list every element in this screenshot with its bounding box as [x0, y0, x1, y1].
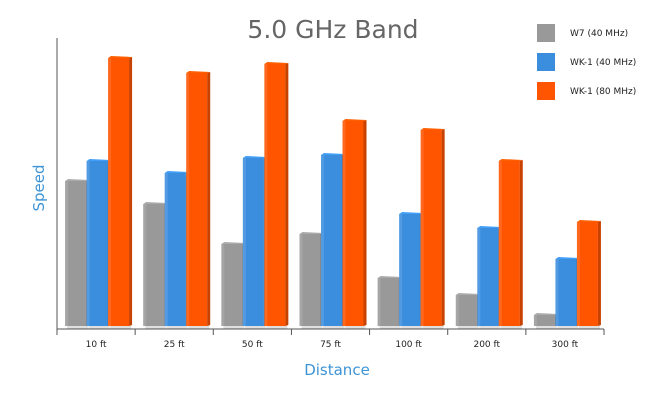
bar: [399, 212, 424, 329]
x-tick-label: 300 ft: [552, 340, 579, 350]
bar-top: [65, 179, 90, 181]
bar: [186, 71, 211, 329]
bar: [299, 232, 324, 329]
bar-top: [186, 71, 211, 73]
legend-label: W7 (40 MHz): [570, 29, 628, 39]
bar: [576, 220, 601, 329]
bar-top: [420, 128, 445, 130]
x-tick-label: 50 ft: [242, 340, 263, 350]
bar-front: [186, 73, 208, 326]
bar-top: [242, 156, 267, 158]
bar-front: [86, 161, 108, 326]
x-tick-label: 10 ft: [86, 340, 107, 350]
bar: [455, 293, 480, 329]
bar: [164, 171, 189, 329]
bar-side: [207, 72, 211, 326]
bar-side: [363, 120, 367, 326]
bar-top: [399, 212, 424, 214]
bar-top: [477, 226, 502, 228]
legend-swatch: [537, 24, 555, 42]
bar: [342, 119, 367, 329]
bar: [143, 202, 168, 329]
bar: [377, 276, 402, 329]
bar: [420, 128, 445, 329]
bar-front: [399, 214, 421, 326]
bar-top: [576, 220, 601, 222]
x-tick-label: 75 ft: [320, 340, 341, 350]
bar-front: [377, 278, 399, 326]
bar-front: [477, 228, 499, 326]
bar-front: [321, 155, 342, 326]
legend: W7 (40 MHz) WK-1 (40 MHz) WK-1 (80 MHz): [537, 24, 636, 100]
bar-front: [299, 234, 321, 326]
bar-side: [441, 129, 445, 326]
bar-front: [420, 130, 442, 326]
bar-front: [143, 204, 165, 326]
y-axis-title: Speed: [30, 164, 48, 211]
bar-top: [377, 276, 402, 278]
bar-top: [86, 159, 111, 161]
bar-top: [221, 242, 246, 244]
legend-item: WK-1 (80 MHz): [537, 82, 636, 100]
bar: [221, 242, 246, 329]
x-tick-label: 25 ft: [164, 340, 185, 350]
bar-front: [342, 121, 364, 326]
x-tick-label: 200 ft: [473, 340, 500, 350]
bar-front: [533, 315, 555, 326]
bar-top: [533, 313, 558, 315]
bar: [533, 313, 558, 329]
x-tick-label: 100 ft: [395, 340, 422, 350]
bar: [555, 257, 580, 329]
bar-front: [498, 161, 520, 326]
legend-label: WK-1 (40 MHz): [570, 58, 636, 68]
bar-front: [108, 58, 130, 326]
bar-top: [299, 232, 324, 234]
bar-front: [242, 158, 264, 326]
legend-label: WK-1 (80 MHz): [570, 87, 636, 97]
x-axis-ticks: [56, 329, 605, 335]
legend-swatch: [537, 53, 555, 71]
bar-side: [519, 160, 523, 326]
bar-side: [285, 63, 289, 326]
legend-item: W7 (40 MHz): [537, 24, 628, 42]
bar-top: [555, 257, 580, 259]
bar-top: [164, 171, 189, 173]
bar: [264, 62, 289, 329]
bar: [86, 159, 111, 329]
bar: [108, 56, 133, 329]
bar-top: [108, 56, 133, 58]
bar: [477, 226, 502, 329]
x-tick-labels: 10 ft 25 ft 50 ft 75 ft 100 ft 200 ft 300 ft: [86, 340, 579, 350]
bar: [65, 179, 90, 329]
legend-item: WK-1 (40 MHz): [537, 53, 636, 71]
bar-front: [555, 259, 577, 326]
bar-front: [264, 64, 286, 326]
bar-top: [342, 119, 367, 121]
bar-side: [597, 221, 601, 326]
chart-title: 5.0 GHz Band: [247, 15, 418, 44]
bar: [321, 153, 345, 329]
bar-side: [129, 57, 133, 326]
bar-top: [264, 62, 289, 64]
bar-front: [164, 173, 186, 326]
bar-top: [498, 159, 523, 161]
bar-front: [455, 295, 477, 326]
bar-top: [321, 153, 345, 155]
bar-front: [576, 222, 598, 326]
bar-top: [143, 202, 168, 204]
bar-top: [455, 293, 480, 295]
bar-front: [65, 181, 87, 326]
x-axis-title: Distance: [304, 361, 370, 379]
bars-group: [65, 56, 601, 329]
bar: [242, 156, 267, 329]
legend-swatch: [537, 82, 555, 100]
bar-front: [221, 244, 243, 326]
bar: [498, 159, 523, 329]
